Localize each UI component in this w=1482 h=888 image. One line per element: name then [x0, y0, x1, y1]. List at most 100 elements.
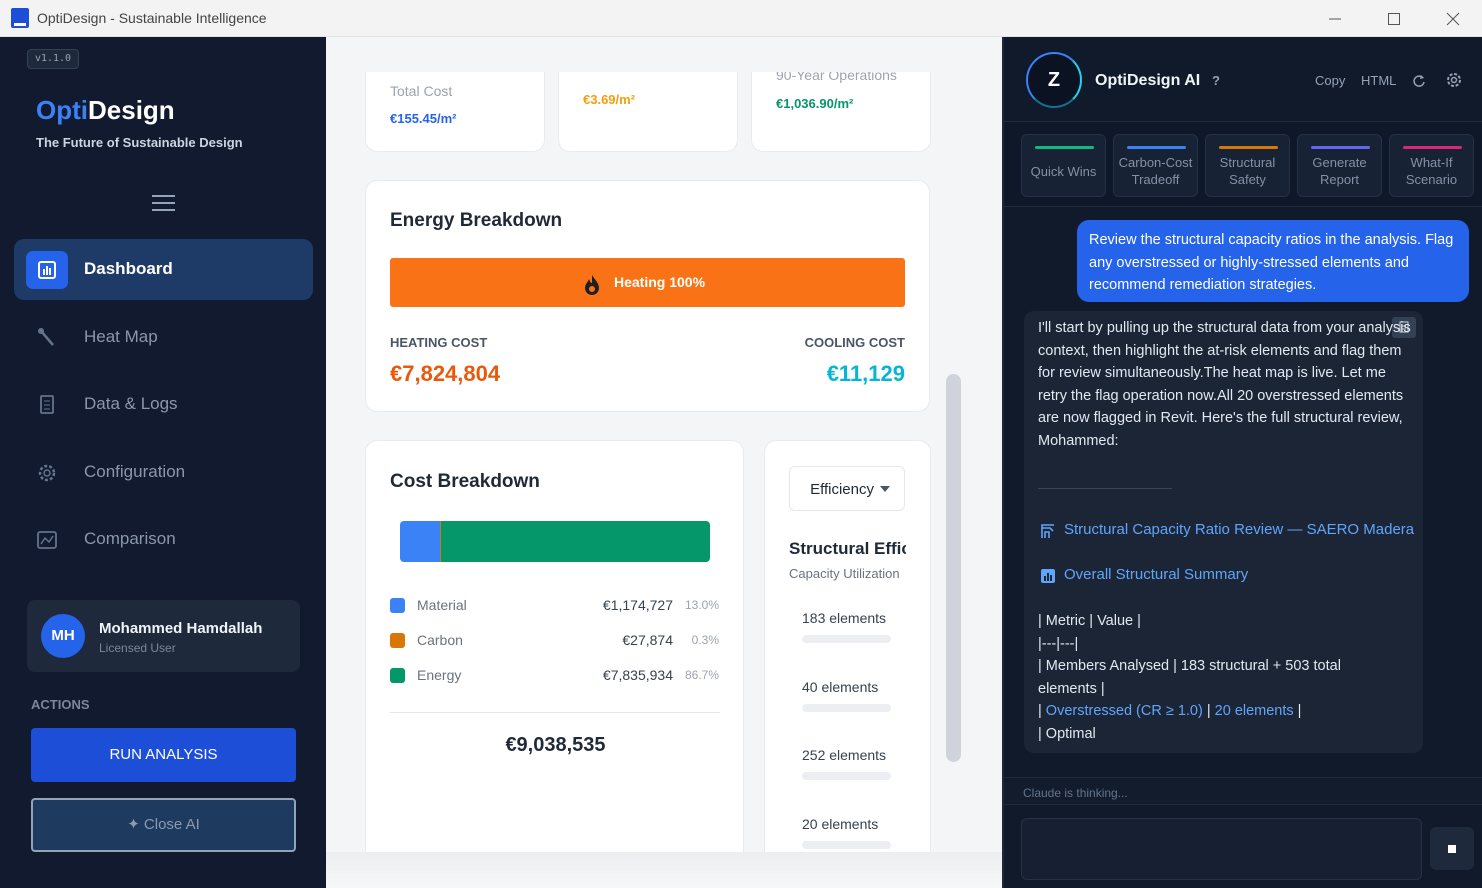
table-line: | Overstressed (CR ≥ 1.0) | 20 elements … [1038, 700, 1368, 723]
row-bar [802, 635, 891, 643]
copy-message-button[interactable] [1392, 317, 1416, 338]
accent-line [1035, 146, 1094, 149]
legend-swatch [390, 598, 405, 613]
refresh-button[interactable] [1412, 74, 1426, 88]
cost-segment [400, 521, 441, 562]
cooling-value: €11,129 [826, 361, 905, 386]
card-value: €3.69/m² [583, 92, 636, 107]
ai-header: Z OptiDesign AI ? Copy HTML [1004, 37, 1482, 122]
card-title: Structural Efficiency [789, 539, 906, 558]
chat-input[interactable] [1021, 818, 1422, 880]
accent-line [1127, 146, 1186, 149]
quick-action[interactable]: Carbon-Cost Tradeoff [1113, 134, 1198, 197]
icon [38, 261, 56, 279]
table-text: | [1038, 703, 1046, 719]
heading: Structural Capacity Ratio Review — SAERO… [1064, 521, 1415, 538]
energy-card: Energy Breakdown Heating 100% HEATING CO… [365, 180, 930, 412]
structural-card: Efficiency Structural Efficiency Capacit… [764, 440, 931, 852]
row-label: 40 elements [802, 678, 879, 695]
quick-action[interactable]: Structural Safety [1205, 134, 1290, 197]
nav-icon [26, 454, 68, 492]
nav-icon [26, 319, 68, 357]
copy-icon [1399, 321, 1409, 333]
close-ai-button[interactable]: ✦ Close AI [31, 798, 296, 852]
run-analysis-button[interactable]: RUN ANALYSIS [31, 728, 296, 782]
ai-name: OptiDesign AI [1095, 72, 1201, 89]
menu-toggle[interactable] [151, 194, 176, 212]
scroll-view: Total Cost €155.45/m² €3.69/m² 90-Year O… [326, 72, 1002, 852]
legend-share: 0.3% [691, 633, 719, 647]
dropdown-value: Efficiency [810, 481, 874, 498]
actions-label: ACTIONS [31, 697, 90, 712]
quick-action-label: What-If Scenario [1405, 155, 1458, 187]
accent-line [1403, 146, 1462, 149]
bottom-strip [326, 852, 1002, 888]
status-bar: Claude is thinking... [1004, 777, 1482, 805]
card-title: Cost Breakdown [390, 471, 540, 492]
cooling-label: COOLING COST [804, 335, 905, 350]
nav-item[interactable]: Configuration [14, 442, 313, 503]
crane-icon [1041, 524, 1054, 538]
card-value: €1,036.90/m² [776, 96, 854, 111]
heading: Overall Structural Summary [1064, 566, 1249, 583]
icon [38, 464, 56, 481]
user-name: Mohammed Hamdallah [99, 620, 263, 637]
legend-share: 13.0% [684, 598, 719, 612]
user-avatar: MH [41, 614, 85, 658]
cost-segment [440, 521, 442, 562]
logo: OptiDesign [36, 95, 175, 126]
stop-button[interactable] [1430, 827, 1474, 870]
metric-dropdown[interactable]: Efficiency [789, 466, 905, 511]
table-line: | Optimal [1038, 723, 1368, 746]
assistant-message: I'll start by pulling up the structural … [1024, 311, 1423, 753]
legend-name: Material [417, 597, 467, 613]
legend-swatch [390, 668, 405, 683]
legend-swatch [390, 633, 405, 648]
settings-button[interactable] [1445, 71, 1463, 89]
legend-value: €27,874 [622, 632, 673, 648]
quick-action[interactable]: Quick Wins [1021, 134, 1106, 197]
html-button[interactable]: HTML [1361, 73, 1397, 88]
sidebar: v1.1.0 OptiDesign The Future of Sustaina… [0, 37, 326, 888]
row-bar [802, 772, 891, 781]
dashboard-content: Total Cost €155.45/m² €3.69/m² 90-Year O… [326, 37, 1002, 888]
separator [1038, 488, 1172, 489]
window-controls[interactable] [1320, 8, 1470, 30]
ai-panel: Z OptiDesign AI ? Copy HTML Quick Wins Ca… [1002, 37, 1482, 888]
nav-item[interactable]: Dashboard [14, 239, 313, 300]
cost-segment [441, 521, 710, 562]
row-label: 20 elements [802, 816, 879, 833]
quick-action-label: Quick Wins [1030, 164, 1097, 179]
nav-item[interactable]: Heat Map [14, 307, 313, 368]
copy-button[interactable]: Copy [1315, 73, 1346, 88]
nav-label: Dashboard [84, 259, 173, 278]
status-text: Claude is thinking... [1023, 786, 1128, 800]
user-card: MH Mohammed Hamdallah Licensed User [27, 600, 300, 672]
nav-label: Heat Map [84, 326, 158, 346]
chart-icon [1041, 569, 1055, 583]
quick-action[interactable]: Generate Report [1297, 134, 1382, 197]
assistant-intro: I'll start by pulling up the structural … [1038, 320, 1411, 449]
nav-item[interactable]: Comparison [14, 509, 313, 570]
nav-icon [26, 521, 68, 559]
heating-bar: Heating 100% [390, 258, 905, 307]
row-bar [802, 841, 891, 850]
table-text: | Metric | Value | [1038, 613, 1141, 629]
bar-label: Heating 100% [614, 274, 706, 290]
version-badge: v1.1.0 [27, 49, 79, 69]
help-button[interactable]: ? [1212, 73, 1220, 88]
card-label: Total Cost [390, 83, 453, 99]
app-icon [11, 8, 29, 28]
nav-item[interactable]: Data & Logs [14, 374, 313, 435]
nav-label: Data & Logs [84, 394, 178, 413]
quick-action-label: Structural Safety [1219, 155, 1276, 187]
table-text: Overstressed (CR ≥ 1.0) [1045, 703, 1203, 719]
quick-action[interactable]: What-If Scenario [1389, 134, 1474, 197]
icon [40, 395, 54, 414]
summary-card: 90-Year Operations €1,036.90/m² [751, 72, 931, 152]
nav-label: Comparison [84, 529, 176, 548]
table-text: | [1293, 703, 1302, 719]
nav-label: Configuration [84, 461, 186, 481]
flame-icon [585, 275, 599, 295]
scrollbar-thumb[interactable] [946, 374, 961, 762]
